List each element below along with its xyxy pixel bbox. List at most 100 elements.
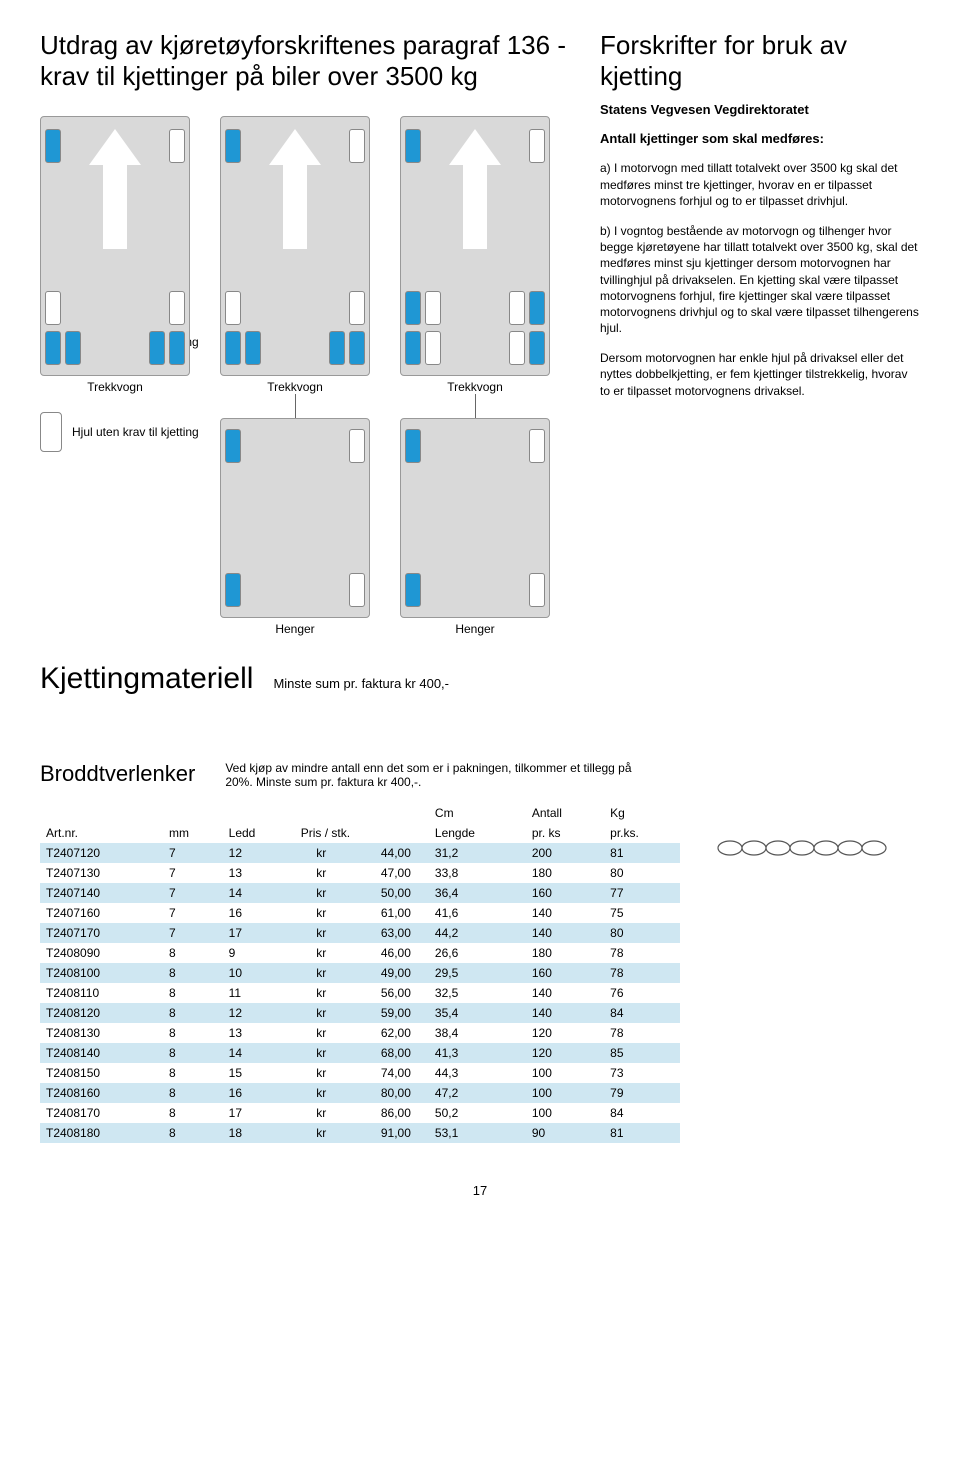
hitch xyxy=(475,394,476,418)
truck-2-label: Trekkvogn xyxy=(220,380,370,394)
table-cell: 44,00 xyxy=(328,843,429,863)
table-cell: T2407130 xyxy=(40,863,163,883)
table-cell: 16 xyxy=(223,903,295,923)
wheel xyxy=(225,291,241,325)
table-cell: 8 xyxy=(163,963,223,983)
table-cell: 46,00 xyxy=(328,943,429,963)
wheel-mid-left xyxy=(45,291,61,325)
table-cell: kr xyxy=(295,943,329,963)
table-cell: 7 xyxy=(163,843,223,863)
page-number: 17 xyxy=(40,1183,920,1198)
table-cell: 160 xyxy=(526,963,604,983)
col-antall: Antall xyxy=(526,803,604,823)
table-title: Broddtverlenker xyxy=(40,761,195,787)
table-row: T2408140814kr68,0041,312085 xyxy=(40,1043,680,1063)
table-row: T2407130713kr47,0033,818080 xyxy=(40,863,680,883)
chain-illustration xyxy=(710,833,910,866)
table-cell: T2408100 xyxy=(40,963,163,983)
legend-white-box xyxy=(40,412,62,452)
wheel-front-left xyxy=(45,129,61,163)
table-cell: 7 xyxy=(163,903,223,923)
table-cell: 49,00 xyxy=(328,963,429,983)
table-cell: 100 xyxy=(526,1103,604,1123)
table-cell: 50,2 xyxy=(429,1103,526,1123)
table-cell: 47,2 xyxy=(429,1083,526,1103)
left-column: Utdrag av kjøretøyforskriftenes paragraf… xyxy=(40,30,570,462)
table-cell: T2408130 xyxy=(40,1023,163,1043)
table-cell: kr xyxy=(295,1023,329,1043)
table-cell: 74,00 xyxy=(328,1063,429,1083)
table-row: T2407170717kr63,0044,214080 xyxy=(40,923,680,943)
table-cell: T2408120 xyxy=(40,1003,163,1023)
wheel xyxy=(349,429,365,463)
wheel xyxy=(405,129,421,163)
table-head: Cm Antall Kg Art.nr. mm Ledd Pris / stk.… xyxy=(40,803,680,843)
hitch xyxy=(295,394,296,418)
table-cell: 50,00 xyxy=(328,883,429,903)
table-cell: 80 xyxy=(604,863,680,883)
table-cell: 8 xyxy=(163,1083,223,1103)
table-cell: 200 xyxy=(526,843,604,863)
table-cell: T2408160 xyxy=(40,1083,163,1103)
table-cell: 160 xyxy=(526,883,604,903)
table-cell: 8 xyxy=(163,1003,223,1023)
col-cm: Cm xyxy=(429,803,526,823)
col-mm: mm xyxy=(163,823,223,843)
table-row: T2407120712kr44,0031,220081 xyxy=(40,843,680,863)
wheel xyxy=(425,331,441,365)
table-cell: T2407140 xyxy=(40,883,163,903)
table-cell: 10 xyxy=(223,963,295,983)
para-c: Dersom motorvognen har enkle hjul på dri… xyxy=(600,350,920,399)
wheel xyxy=(529,291,545,325)
table-cell: 7 xyxy=(163,883,223,903)
table-cell: 78 xyxy=(604,1023,680,1043)
table-cell: T2408180 xyxy=(40,1123,163,1143)
truck-3 xyxy=(400,116,550,376)
wheel xyxy=(425,291,441,325)
table-cell: kr xyxy=(295,843,329,863)
table-row: T2408160816kr80,0047,210079 xyxy=(40,1083,680,1103)
table-cell: 17 xyxy=(223,923,295,943)
table-cell: 26,6 xyxy=(429,943,526,963)
table-cell: kr xyxy=(295,1103,329,1123)
table-cell: 8 xyxy=(163,1103,223,1123)
col-artnr: Art.nr. xyxy=(40,823,163,843)
table-cell: 31,2 xyxy=(429,843,526,863)
col-prks: pr. ks xyxy=(526,823,604,843)
legend-white-text: Hjul uten krav til kjetting xyxy=(72,425,199,439)
table-cell: 84 xyxy=(604,1103,680,1123)
wheel xyxy=(225,429,241,463)
table-header-row-1: Cm Antall Kg xyxy=(40,803,680,823)
table-note: Ved kjøp av mindre antall enn det som er… xyxy=(225,761,645,789)
table-cell: 63,00 xyxy=(328,923,429,943)
table-cell: 18 xyxy=(223,1123,295,1143)
table-cell: 29,5 xyxy=(429,963,526,983)
right-column: Forskrifter for bruk av kjetting Statens… xyxy=(600,30,920,462)
table-cell: 16 xyxy=(223,1083,295,1103)
table-cell: 140 xyxy=(526,983,604,1003)
table-cell: kr xyxy=(295,1063,329,1083)
table-cell: 12 xyxy=(223,843,295,863)
table-cell: 100 xyxy=(526,1083,604,1103)
table-row: T2407140714kr50,0036,416077 xyxy=(40,883,680,903)
wheel xyxy=(329,331,345,365)
table-cell: T2408170 xyxy=(40,1103,163,1123)
arrow-shaft xyxy=(103,159,127,249)
table-cell: T2407170 xyxy=(40,923,163,943)
wheel xyxy=(405,429,421,463)
table-cell: kr xyxy=(295,923,329,943)
arrow-shaft xyxy=(463,159,487,249)
wheel xyxy=(225,129,241,163)
wheel xyxy=(509,291,525,325)
table-row: T2408170817kr86,0050,210084 xyxy=(40,1103,680,1123)
table-cell: 56,00 xyxy=(328,983,429,1003)
table-cell: 120 xyxy=(526,1023,604,1043)
wheel-rear-left-outer xyxy=(45,331,61,365)
table-cell: kr xyxy=(295,983,329,1003)
wheel xyxy=(349,573,365,607)
para-b: b) I vogntog bestående av motorvogn og t… xyxy=(600,223,920,336)
price-table: Cm Antall Kg Art.nr. mm Ledd Pris / stk.… xyxy=(40,803,680,1143)
table-cell: T2408140 xyxy=(40,1043,163,1063)
wheel xyxy=(529,429,545,463)
wheel xyxy=(529,331,545,365)
